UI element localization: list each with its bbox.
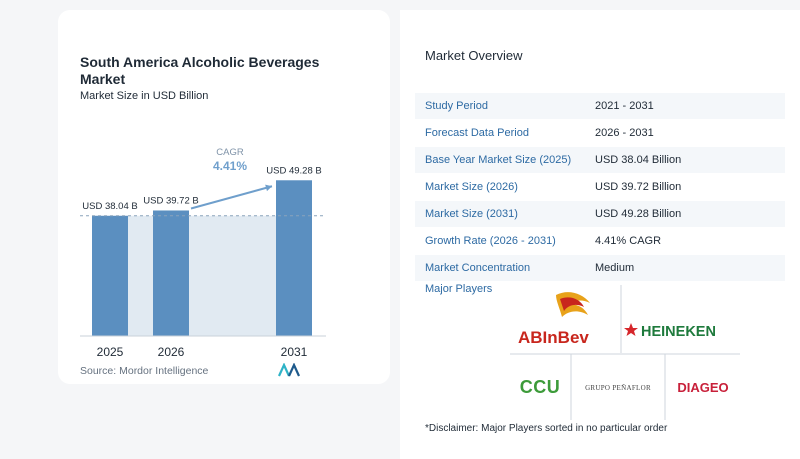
overview-title: Market Overview: [425, 48, 523, 63]
data-label-2026: USD 39.72 B: [143, 195, 198, 206]
reference-band: [92, 215, 312, 336]
bar-2026: [153, 210, 189, 336]
row-label: Study Period: [425, 100, 488, 112]
logo-grid-dividers: [510, 285, 740, 420]
penaflor-wordmark: GRUPO PEÑAFLOR: [585, 383, 651, 392]
x-tick-2031: 2031: [281, 345, 308, 359]
red-star-icon: [624, 323, 638, 336]
ccu-wordmark: CCU: [519, 377, 561, 397]
cagr-arrow-head: [265, 184, 272, 192]
abinbev-wordmark: ABInBev: [518, 328, 589, 347]
table-row: Forecast Data Period 2026 - 2031: [415, 120, 785, 147]
row-value: USD 38.04 Billion: [595, 154, 682, 166]
cagr-arrow: [190, 185, 273, 210]
major-players-label: Major Players: [425, 283, 493, 295]
market-size-chart: USD 38.04 B USD 39.72 B USD 49.28 B 2025 202…: [80, 147, 326, 359]
row-value: USD 39.72 Billion: [595, 181, 682, 193]
table-row: Growth Rate (2026 - 2031) 4.41% CAGR: [415, 228, 785, 255]
disclaimer: *Disclaimer: Major Players sorted in no …: [425, 423, 668, 434]
row-label: Market Size (2026): [425, 181, 518, 193]
abinbev-logo: ABInBev: [510, 285, 620, 353]
table-row: Base Year Market Size (2025) USD 38.04 Bi…: [415, 147, 785, 174]
table-row: Study Period 2021 - 2031: [415, 93, 785, 120]
row-label: Market Size (2031): [425, 208, 518, 220]
row-label: Forecast Data Period: [425, 127, 529, 139]
bar-2025: [92, 215, 128, 336]
heineken-logo: HEINEKEN: [622, 285, 740, 353]
row-value: Medium: [595, 262, 635, 274]
data-label-2031: USD 49.28 B: [266, 165, 321, 176]
cagr-label: CAGR: [216, 147, 244, 158]
chart-title: South America Alcoholic Beverages Market: [80, 54, 320, 87]
market-size-card: South America Alcoholic Beverages Market…: [58, 10, 390, 384]
heineken-wordmark: HEINEKEN: [641, 324, 716, 340]
table-row: Market Size (2026) USD 39.72 Billion: [415, 174, 785, 201]
chart-subtitle: Market Size in USD Billion: [80, 90, 209, 102]
mordor-logo-icon: [278, 363, 301, 377]
row-label: Market Concentration: [425, 262, 531, 274]
table-row: Market Concentration Medium: [415, 255, 785, 282]
row-value: 4.41% CAGR: [595, 235, 662, 247]
market-overview-panel: Market Overview Study Period 2021 - 2031 …: [400, 10, 800, 459]
table-row: Market Size (2031) USD 49.28 Billion: [415, 201, 785, 228]
major-players-logos: ABInBev HEINEKEN CCU GRUPO PEÑAFLOR DIAG…: [510, 285, 740, 420]
x-tick-2025: 2025: [97, 345, 124, 359]
diageo-wordmark: DIAGEO: [677, 380, 729, 395]
row-value: 2026 - 2031: [595, 127, 654, 139]
abinbev-bird-icon: ABInBev: [518, 292, 590, 347]
bar-2031: [276, 180, 312, 336]
row-value: USD 49.28 Billion: [595, 208, 682, 220]
source-note: Source: Mordor Intelligence: [80, 365, 209, 377]
row-label: Growth Rate (2026 - 2031): [425, 235, 556, 247]
row-value: 2021 - 2031: [595, 100, 654, 112]
row-label: Base Year Market Size (2025): [425, 154, 572, 166]
x-tick-2026: 2026: [158, 345, 185, 359]
diageo-logo: DIAGEO: [666, 355, 740, 420]
grupo-penaflor-logo: GRUPO PEÑAFLOR: [572, 355, 664, 420]
ccu-logo: CCU: [510, 355, 570, 420]
data-label-2025: USD 38.04 B: [82, 201, 137, 212]
overview-table: Study Period 2021 - 2031 Forecast Data Pe…: [415, 93, 785, 282]
cagr-value: 4.41%: [213, 159, 247, 173]
